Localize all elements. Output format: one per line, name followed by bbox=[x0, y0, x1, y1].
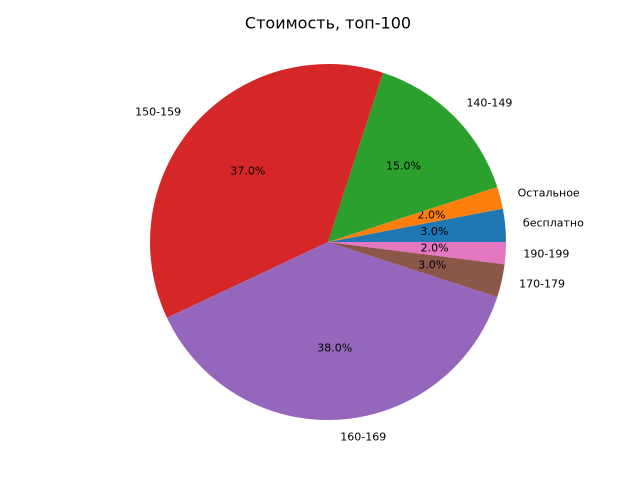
slice-label: бесплатно bbox=[523, 217, 584, 230]
slice-label: 170-179 bbox=[519, 278, 565, 291]
pie-slice bbox=[328, 242, 506, 265]
slice-label: 190-199 bbox=[523, 247, 569, 260]
pie-slice bbox=[328, 208, 506, 242]
pie-slice bbox=[328, 72, 498, 242]
pct-label: 37.0% bbox=[230, 164, 265, 177]
pct-label: 15.0% bbox=[386, 159, 421, 172]
pct-label: 3.0% bbox=[418, 258, 446, 271]
pie-slice bbox=[328, 186, 503, 242]
pct-label: 2.0% bbox=[417, 208, 445, 221]
pie-slice bbox=[328, 242, 505, 298]
pie-slice bbox=[149, 63, 384, 318]
pie-slice bbox=[166, 242, 498, 420]
slice-label: Остальное bbox=[518, 186, 580, 199]
slice-label: 150-159 bbox=[135, 106, 181, 119]
slice-label: 160-169 bbox=[340, 430, 386, 443]
pct-label: 2.0% bbox=[421, 242, 449, 255]
chart-title: Стоимость, топ-100 bbox=[245, 14, 411, 33]
pct-label: 38.0% bbox=[317, 342, 352, 355]
slice-label: 140-149 bbox=[466, 97, 512, 110]
pct-label: 3.0% bbox=[420, 225, 448, 238]
